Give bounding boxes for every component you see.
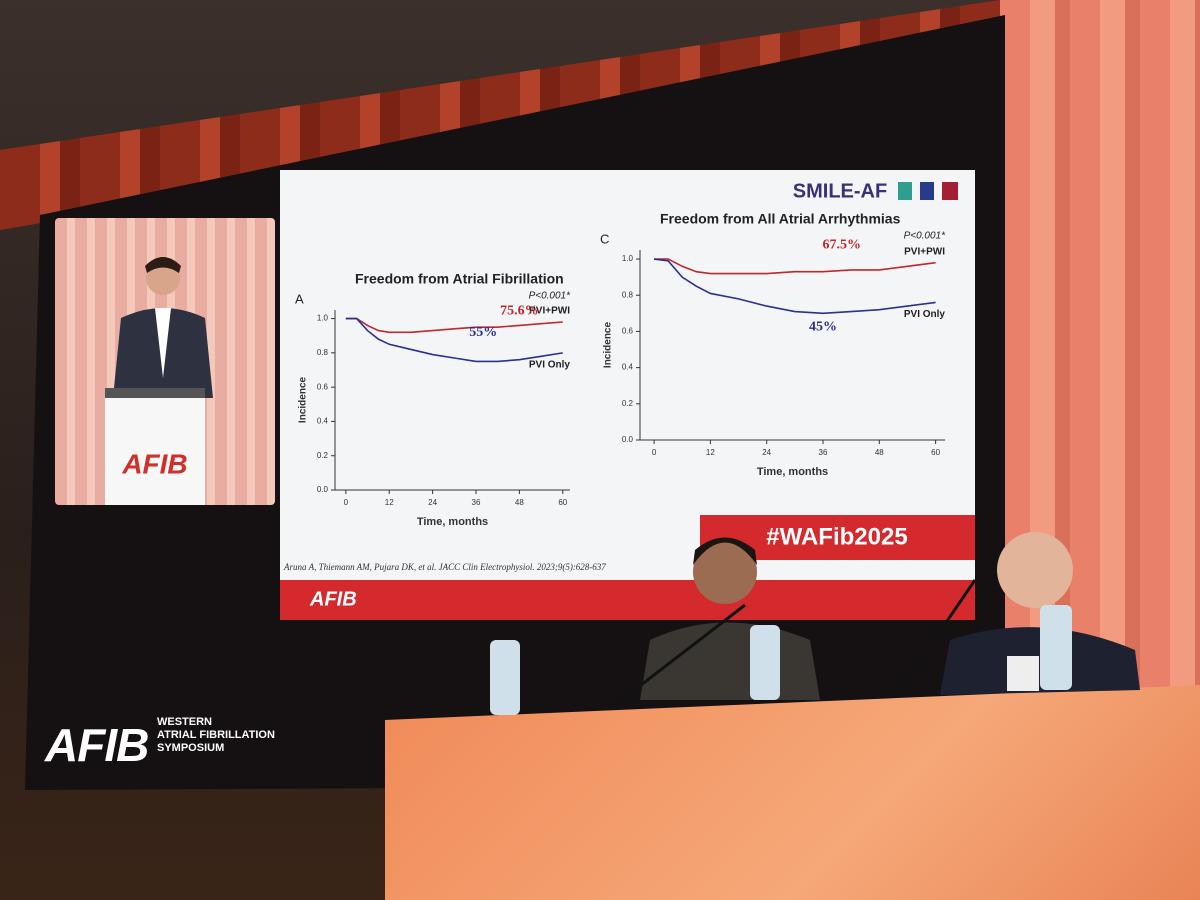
slide-logo: SMILE-AF xyxy=(793,180,887,202)
panelist-body xyxy=(640,622,820,700)
y-tick-label: 1.0 xyxy=(622,254,634,263)
x-tick-label: 0 xyxy=(652,448,657,457)
x-axis-label: Time, months xyxy=(417,516,488,528)
annotation: 67.5% xyxy=(823,237,862,252)
panelist-head xyxy=(997,532,1073,608)
institution-icon xyxy=(898,182,912,200)
x-tick-label: 12 xyxy=(706,448,715,457)
microphone xyxy=(614,603,746,707)
chart-title: Freedom from All Atrial Arrhythmias xyxy=(660,211,901,227)
logo-line: ATRIAL FIBRILLATION xyxy=(157,729,275,741)
speaker-head xyxy=(146,261,180,295)
y-tick-label: 0.4 xyxy=(317,417,329,426)
series-label: PVI+PWI xyxy=(529,306,570,317)
podium-logo: AFIB xyxy=(121,448,187,479)
panel-label: C xyxy=(600,231,609,246)
y-tick-label: 0.8 xyxy=(317,348,329,357)
panel-table xyxy=(385,685,1200,900)
x-tick-label: 60 xyxy=(931,448,940,457)
annotation: 55% xyxy=(469,325,497,340)
series-label: PVI Only xyxy=(904,309,946,320)
microphone xyxy=(898,579,977,691)
panelist-hair xyxy=(693,537,757,565)
speaker-shirt xyxy=(155,308,171,378)
y-tick-label: 0.0 xyxy=(317,485,329,494)
y-tick-label: 0.0 xyxy=(622,435,634,444)
y-tick-label: 0.6 xyxy=(317,382,329,391)
series-label: PVI+PWI xyxy=(904,246,945,257)
institution-icon xyxy=(920,182,934,200)
survival-curve xyxy=(654,258,936,275)
hashtag: #WAFib2025 xyxy=(766,523,907,550)
speaker-scene: AFIB xyxy=(105,257,213,505)
x-tick-label: 60 xyxy=(558,498,567,507)
slide: SMILE-AF #WAFib2025 Aruna A, Thiemann AM… xyxy=(280,170,975,620)
survival-curve xyxy=(345,317,563,334)
y-axis-label: Incidence xyxy=(298,377,309,424)
citation: Aruna A, Thiemann AM, Pujara DK, et al. … xyxy=(283,562,606,572)
survival-curve xyxy=(345,317,563,363)
y-tick-label: 0.2 xyxy=(317,451,329,460)
p-value: P<0.001* xyxy=(529,291,572,302)
water-bottle xyxy=(490,640,520,715)
panelist-head xyxy=(693,540,757,604)
x-tick-label: 12 xyxy=(385,498,394,507)
water-bottle xyxy=(750,625,780,700)
annotation: 45% xyxy=(809,320,837,335)
x-tick-label: 36 xyxy=(472,498,481,507)
panel-label: A xyxy=(295,291,304,306)
annotation: 75.6% xyxy=(500,304,539,319)
y-tick-label: 0.8 xyxy=(622,290,634,299)
x-tick-label: 24 xyxy=(762,448,771,457)
screen-logo-text: WESTERN ATRIAL FIBRILLATION SYMPOSIUM xyxy=(157,716,275,755)
y-tick-label: 0.2 xyxy=(622,399,634,408)
institution-icon xyxy=(942,182,958,200)
footer-bar xyxy=(280,580,975,620)
y-axis-label: Incidence xyxy=(603,322,614,369)
x-tick-label: 24 xyxy=(428,498,437,507)
podium-top xyxy=(105,388,205,398)
y-tick-label: 0.6 xyxy=(622,327,634,336)
x-tick-label: 48 xyxy=(875,448,884,457)
footer-logo: AFIB xyxy=(309,588,357,610)
x-axis-label: Time, months xyxy=(757,466,828,478)
logo-line: WESTERN xyxy=(157,716,212,728)
speaker-video: AFIB xyxy=(55,218,275,505)
speaker-hair xyxy=(145,257,181,273)
x-tick-label: 36 xyxy=(819,448,828,457)
podium xyxy=(105,388,205,505)
water-bottle xyxy=(1040,605,1072,690)
x-tick-label: 0 xyxy=(344,498,349,507)
logo-line: SYMPOSIUM xyxy=(157,742,225,754)
series-label: PVI Only xyxy=(529,359,571,370)
x-tick-label: 48 xyxy=(515,498,524,507)
survival-curve xyxy=(653,258,936,315)
y-tick-label: 1.0 xyxy=(317,314,329,323)
y-tick-label: 0.4 xyxy=(622,363,634,372)
p-value: P<0.001* xyxy=(904,231,947,242)
cup xyxy=(1007,656,1039,691)
chart-title: Freedom from Atrial Fibrillation xyxy=(355,271,564,287)
screen-logo: AFIB xyxy=(45,719,149,771)
